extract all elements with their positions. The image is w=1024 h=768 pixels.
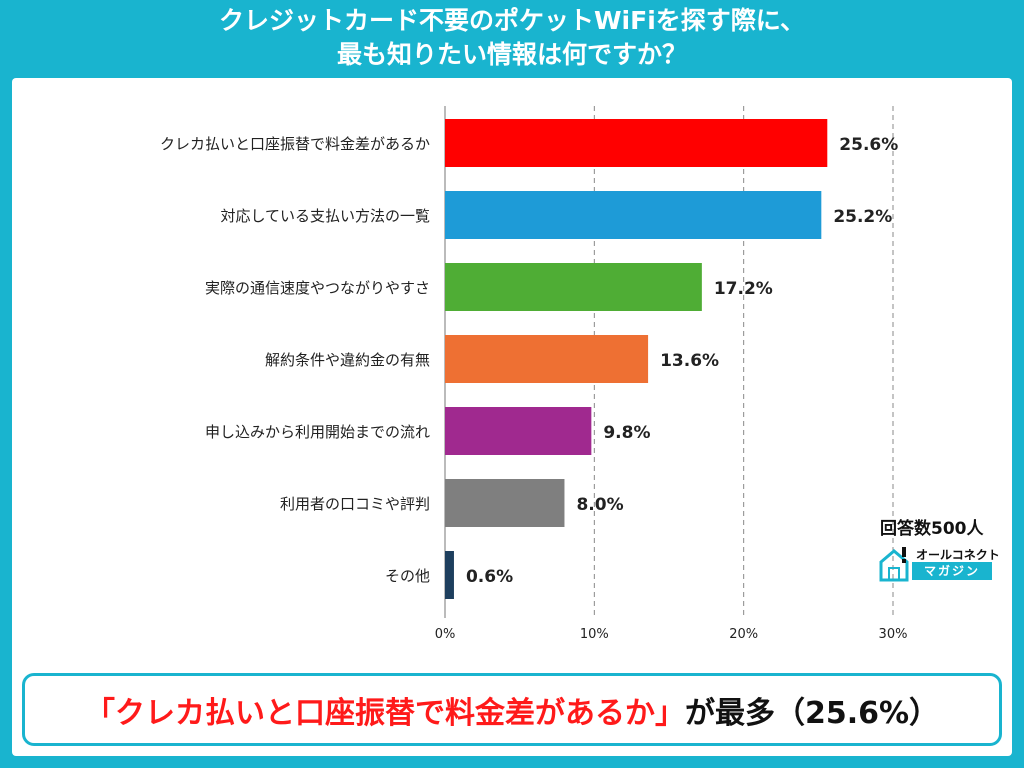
value-label-2: 17.2% — [714, 279, 773, 299]
category-label-0: クレカ払いと口座振替で料金差があるか — [160, 135, 430, 153]
banner-suffix: が最多（25.6%） — [684, 695, 940, 731]
bar-0 — [445, 119, 828, 167]
value-label-1: 25.2% — [833, 207, 892, 227]
brand-logo: オールコネクト マガジン — [878, 544, 1000, 584]
category-label-4: 申し込みから利用開始までの流れ — [205, 423, 430, 441]
tick-label-0: 0% — [435, 627, 456, 642]
summary-banner: 「 クレカ払いと口座振替で料金差があるか 」 が最多（25.6%） — [22, 673, 1002, 746]
respondent-count: 回答数500人 — [880, 519, 984, 539]
category-label-6: その他 — [385, 567, 430, 585]
tick-label-20: 20% — [729, 627, 758, 642]
value-label-4: 9.8% — [603, 423, 650, 443]
category-label-5: 利用者の口コミや評判 — [280, 495, 430, 513]
value-label-0: 25.6% — [839, 135, 898, 155]
chart-title: クレジットカード不要のポケットWiFiを探す際に、 最も知りたい情報は何ですか？ — [0, 4, 1024, 72]
category-label-1: 対応している支払い方法の一覧 — [220, 207, 430, 225]
logo-top-text: オールコネクト — [916, 548, 1000, 562]
value-label-5: 8.0% — [576, 495, 623, 515]
bar-5 — [445, 479, 565, 527]
bar-chart: 0% 10% 20% 30% クレカ払いと口座振替で料金差があるか 25.6% 対応している… — [160, 106, 908, 642]
value-label-3: 13.6% — [660, 351, 719, 371]
banner-close-bracket: 」 — [654, 695, 685, 731]
value-label-6: 0.6% — [466, 567, 513, 587]
banner-open-bracket: 「 — [84, 695, 115, 731]
tick-label-10: 10% — [580, 627, 609, 642]
title-line-2: 最も知りたい情報は何ですか？ — [336, 40, 687, 69]
category-label-3: 解約条件や違約金の有無 — [265, 351, 430, 369]
bar-3 — [445, 335, 649, 383]
bar-2 — [445, 263, 702, 311]
title-line-1: クレジットカード不要のポケットWiFiを探す際に、 — [218, 6, 806, 35]
bar-4 — [445, 407, 592, 455]
banner-highlight: クレカ払いと口座振替で料金差があるか — [114, 695, 655, 731]
house-exclamation-icon — [879, 547, 909, 582]
bar-1 — [445, 191, 822, 239]
tick-label-30: 30% — [879, 627, 908, 642]
logo-bottom-text: マガジン — [912, 562, 992, 580]
bar-6 — [445, 551, 454, 599]
chart-panel: 0% 10% 20% 30% クレカ払いと口座振替で料金差があるか 25.6% 対応している… — [12, 78, 1012, 756]
category-label-2: 実際の通信速度やつながりやすさ — [205, 279, 430, 297]
